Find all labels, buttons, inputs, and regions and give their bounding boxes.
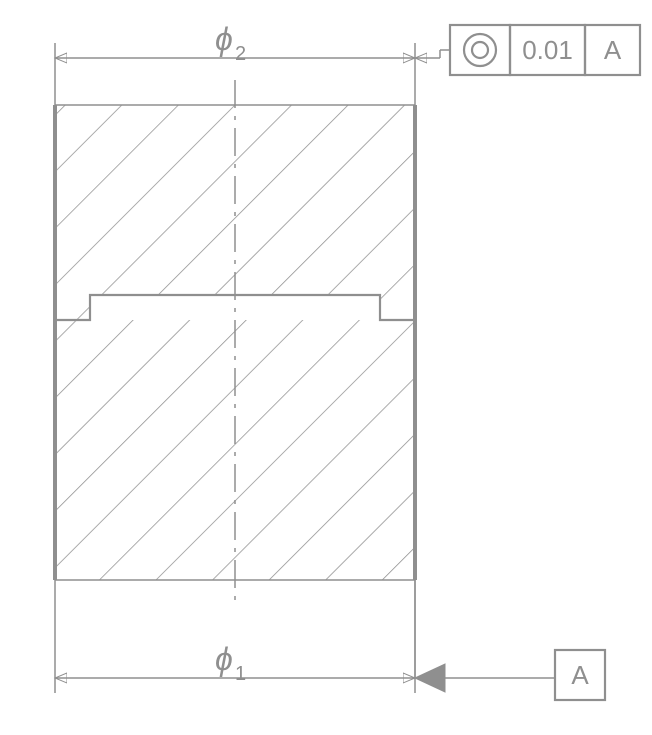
fcf-tolerance: 0.01 [522, 35, 573, 65]
fcf-datum-ref: A [604, 35, 622, 65]
dim-phi1-sub: 1 [235, 663, 246, 685]
dim-phi2-sub: 2 [235, 43, 246, 65]
datum-label: A [571, 660, 589, 690]
dim-phi1-label: ϕ [215, 641, 233, 677]
dim-phi2-label: ϕ [215, 21, 233, 57]
